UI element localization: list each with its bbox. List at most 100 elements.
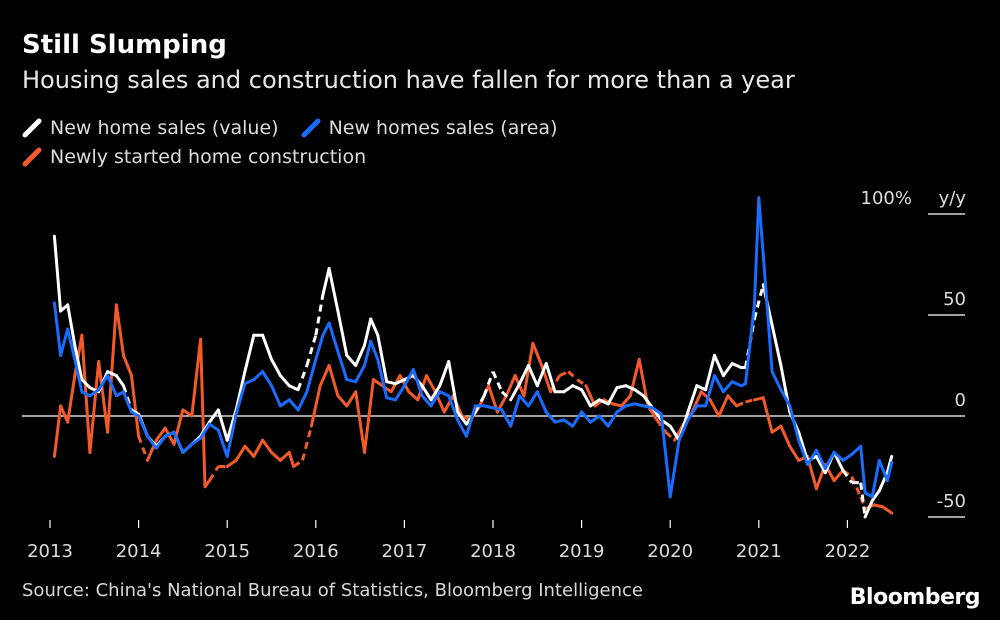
series-segment-newly-started-home-construction: [106, 303, 118, 434]
series-segment-new-homes-sales-area-: [321, 321, 331, 337]
series-segment-newly-started-home-construction: [504, 374, 517, 398]
series-segment-new-homes-sales-area-: [327, 321, 340, 353]
series-segment-new-home-sales-value-: [482, 371, 495, 397]
series-segment-newly-started-home-construction: [779, 424, 792, 448]
series-segment-new-home-sales-value-: [721, 362, 734, 378]
series-segment-new-homes-sales-area-: [429, 390, 442, 408]
series-segment-newly-started-home-construction: [881, 505, 894, 515]
series-segment-new-homes-sales-area-: [797, 438, 809, 466]
x-tick-label: 2018: [470, 541, 516, 562]
series-segment-new-homes-sales-area-: [137, 414, 149, 438]
y-tick-label: 0: [955, 390, 966, 411]
series-segment-new-home-sales-value-: [814, 454, 827, 475]
series-segment-new-homes-sales-area-: [761, 252, 774, 374]
series-segment-new-home-sales-value-: [526, 364, 539, 388]
series-segment-newly-started-home-construction: [708, 398, 721, 418]
series-segment-newly-started-home-construction: [407, 390, 420, 402]
series-segment-new-homes-sales-area-: [814, 448, 827, 470]
series-segment-new-homes-sales-area-: [66, 327, 77, 361]
series-segment-new-homes-sales-area-: [146, 434, 158, 450]
series-segment-newly-started-home-construction: [199, 337, 207, 489]
series-segment-new-home-sales-value-: [695, 384, 708, 392]
series-segment-new-homes-sales-area-: [659, 412, 672, 499]
legend-swatch-blue: [301, 118, 321, 138]
series-segment-new-home-sales-value-: [122, 385, 133, 411]
series-segment-new-homes-sales-area-: [278, 398, 291, 408]
series-segment-newly-started-home-construction: [522, 341, 535, 398]
series-segment-new-home-sales-value-: [438, 360, 451, 388]
series-segment-new-homes-sales-area-: [296, 390, 309, 412]
series-segment-new-homes-sales-area-: [369, 339, 380, 361]
series-segment-newly-started-home-construction: [261, 438, 273, 454]
series-segment-new-home-sales-value-: [668, 424, 681, 442]
series-segment-new-home-sales-value-: [296, 364, 309, 391]
series-segment-newly-started-home-construction: [752, 396, 765, 402]
series-segment-newly-started-home-construction: [252, 438, 265, 458]
series-segment-new-homes-sales-area-: [181, 442, 194, 454]
series-segment-new-home-sales-value-: [243, 333, 256, 374]
series-segment-newly-started-home-construction: [318, 364, 331, 388]
series-segment-newly-started-home-construction: [309, 384, 322, 428]
series-segment-new-home-sales-value-: [321, 267, 331, 297]
series-segment-new-homes-sales-area-: [106, 374, 118, 398]
series-segment-new-home-sales-value-: [500, 390, 512, 401]
series-segment-new-home-sales-value-: [314, 294, 325, 336]
legend-swatch-orange: [22, 147, 42, 167]
series-segment-newly-started-home-construction: [832, 469, 845, 483]
series-segment-new-homes-sales-area-: [651, 406, 663, 416]
series-segment-newly-started-home-construction: [137, 435, 149, 461]
series-segment-new-home-sales-value-: [885, 454, 894, 475]
series-segment-new-homes-sales-area-: [633, 402, 646, 408]
series-segment-new-homes-sales-area-: [642, 404, 654, 410]
series-segment-new-homes-sales-area-: [314, 333, 325, 361]
x-tick-label: 2019: [559, 541, 605, 562]
series-segment-new-homes-sales-area-: [376, 357, 389, 400]
series-segment-new-homes-sales-area-: [270, 384, 282, 408]
legend-item-area: New homes sales (area): [301, 117, 558, 139]
series-segment-new-homes-sales-area-: [172, 430, 185, 454]
series-segment-new-home-sales-value-: [420, 384, 433, 402]
y-tick-label: -50: [937, 491, 966, 512]
series-segment-new-home-sales-value-: [589, 398, 601, 408]
series-segment-new-homes-sales-area-: [97, 374, 110, 392]
series-segment-new-home-sales-value-: [208, 408, 220, 424]
series-segment-new-home-sales-value-: [80, 378, 92, 390]
series-segment-new-homes-sales-area-: [420, 394, 433, 408]
x-tick-label: 2015: [204, 541, 250, 562]
series-segment-new-homes-sales-area-: [464, 404, 477, 438]
series-segment-new-homes-sales-area-: [677, 418, 690, 442]
series-segment-newly-started-home-construction: [292, 459, 304, 468]
chart-subtitle: Housing sales and construction have fall…: [22, 66, 795, 94]
series-segment-new-homes-sales-area-: [456, 418, 468, 438]
series-segment-newly-started-home-construction: [371, 378, 384, 388]
series-segment-new-home-sales-value-: [66, 303, 77, 347]
series-segment-new-home-sales-value-: [863, 499, 874, 519]
series-segment-new-homes-sales-area-: [305, 357, 318, 394]
series-segment-newly-started-home-construction: [745, 398, 755, 404]
series-segment-new-home-sales-value-: [456, 410, 468, 426]
series-segment-new-homes-sales-area-: [59, 327, 70, 357]
series-segment-new-home-sales-value-: [376, 333, 389, 384]
x-tick-label: 2021: [736, 541, 782, 562]
series-segment-new-home-sales-value-: [278, 374, 291, 388]
series-segment-newly-started-home-construction: [770, 424, 783, 434]
series-segment-new-home-sales-value-: [642, 394, 654, 410]
series-segment-new-home-sales-value-: [287, 384, 300, 392]
legend-label-value: New home sales (value): [50, 117, 279, 139]
series-segment-newly-started-home-construction: [531, 341, 544, 367]
series-segment-newly-started-home-construction: [576, 378, 587, 387]
x-tick-label: 2016: [293, 541, 339, 562]
series-segment-new-home-sales-value-: [385, 380, 397, 386]
series-segment-new-home-sales-value-: [841, 469, 854, 484]
series-segment-newly-started-home-construction: [850, 475, 863, 498]
series-segment-new-homes-sales-area-: [163, 430, 176, 438]
series-segment-new-homes-sales-area-: [859, 444, 867, 495]
series-segment-new-home-sales-value-: [544, 362, 557, 394]
series-segment-new-homes-sales-area-: [713, 374, 725, 394]
series-segment-new-homes-sales-area-: [553, 418, 566, 424]
legend-item-construction: Newly started home construction: [22, 146, 366, 168]
legend-swatch-white: [22, 118, 42, 138]
series-segment-newly-started-home-construction: [717, 394, 730, 418]
series-segment-new-homes-sales-area-: [757, 196, 765, 256]
